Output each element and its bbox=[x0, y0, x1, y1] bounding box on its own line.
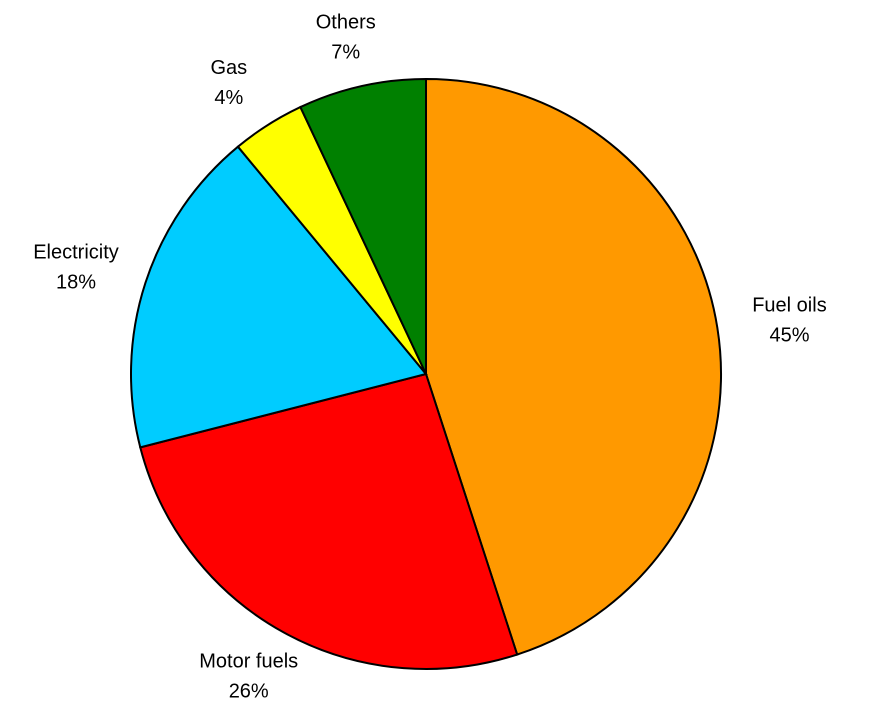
slice-label: Motor fuels bbox=[199, 651, 298, 673]
pie-slice bbox=[299, 77, 427, 375]
slice-label: Others bbox=[316, 12, 376, 34]
slice-label: Electricity bbox=[33, 242, 119, 264]
pie-slice bbox=[139, 372, 519, 670]
slice-value-label: 45% bbox=[769, 324, 809, 346]
slice-value-label: 18% bbox=[56, 272, 96, 294]
slice-label: Fuel oils bbox=[752, 294, 826, 316]
pie-slice bbox=[425, 77, 722, 656]
slice-value-label: 7% bbox=[331, 42, 360, 64]
slice-value-label: 26% bbox=[229, 681, 269, 703]
slice-value-label: 4% bbox=[214, 87, 243, 109]
slice-label: Gas bbox=[210, 57, 247, 79]
pie-slice bbox=[130, 145, 428, 449]
